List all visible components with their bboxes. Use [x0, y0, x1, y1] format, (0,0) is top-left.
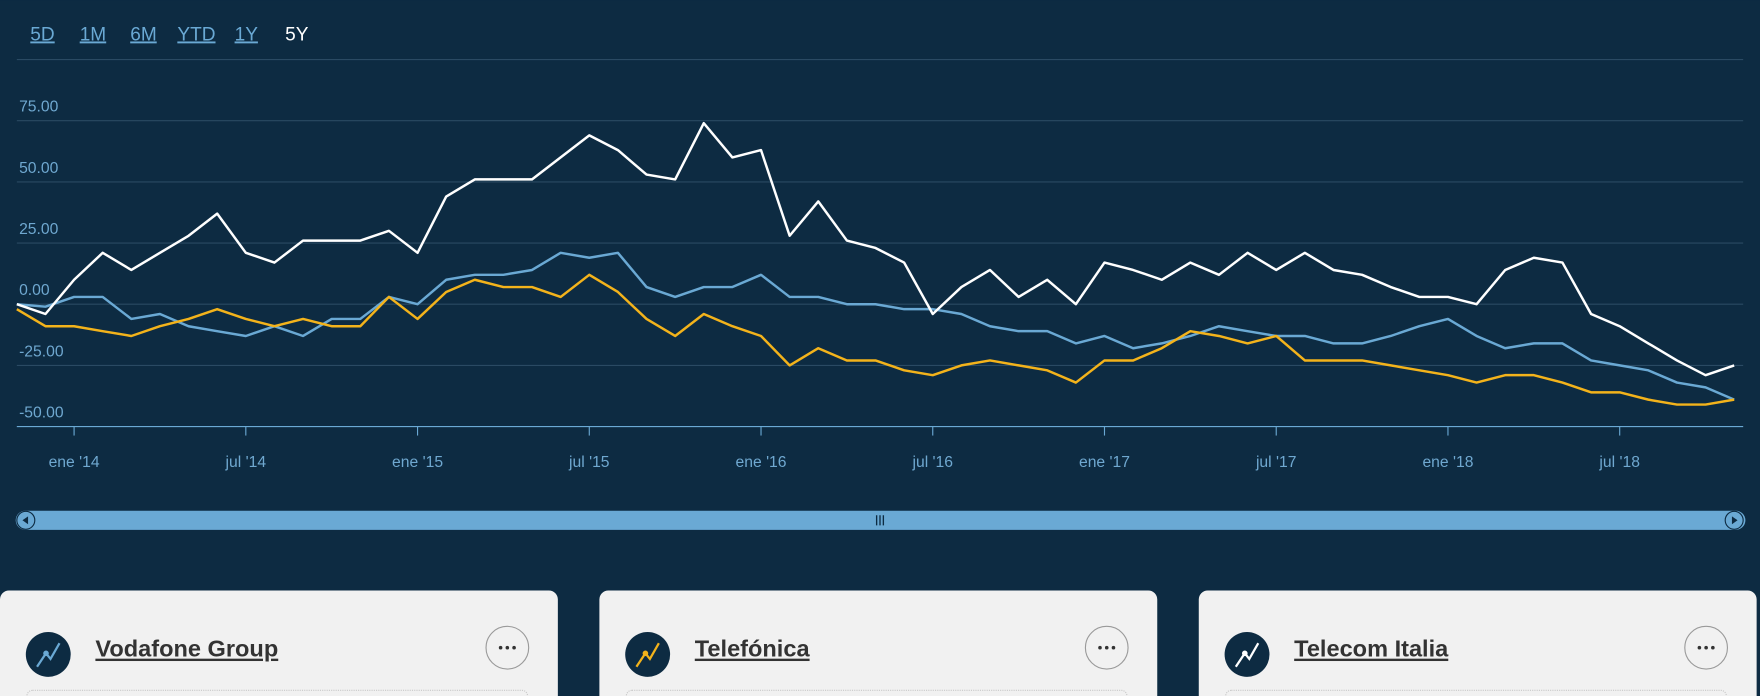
card-menu-dot: [1111, 645, 1116, 650]
y-tick-label: 75.00: [19, 99, 59, 116]
card-icon-dot: [642, 650, 649, 657]
series-line: [16, 251, 1735, 401]
card-title[interactable]: Telefónica: [695, 636, 811, 662]
x-tick-label: ene '15: [392, 454, 443, 471]
card-menu-dot: [1098, 645, 1102, 650]
y-tick-label: 25.00: [19, 221, 59, 238]
scrollbar[interactable]: [15, 510, 1746, 530]
card-body: [1198, 590, 1757, 696]
range-button[interactable]: 5D: [30, 24, 54, 45]
card-title[interactable]: Telecom Italia: [1294, 636, 1449, 662]
x-tick-label: jul '16: [911, 454, 953, 471]
x-tick-label: ene '17: [1079, 454, 1130, 471]
card-title[interactable]: Vodafone Group: [95, 636, 278, 662]
card-menu-dot: [512, 645, 516, 650]
range-button[interactable]: 1M: [80, 24, 107, 45]
card-menu-dot: [1104, 645, 1109, 650]
x-tick-label: jul '18: [1598, 454, 1640, 471]
instrument-card: Telefónica: [599, 590, 1158, 696]
card-inner-box: [26, 689, 529, 696]
range-button[interactable]: 6M: [130, 24, 157, 45]
card-inner-box: [625, 689, 1128, 696]
card-menu-dot: [1697, 645, 1702, 650]
y-tick-label: 50.00: [19, 160, 59, 177]
series-line: [16, 273, 1735, 406]
x-tick-label: ene '16: [736, 454, 787, 471]
instrument-card: Telecom Italia: [1198, 590, 1757, 696]
card-body: [599, 590, 1158, 696]
plot-area: -50.00 -25.00 0.00 25.00 50.00 75.00 ene '14 ju…: [16, 99, 1744, 471]
y-tick-label: 0.00: [19, 282, 50, 299]
card-menu-dot: [505, 645, 510, 650]
range-button[interactable]: 1Y: [235, 24, 259, 45]
x-tick-label: jul '15: [568, 454, 610, 471]
card-menu-dot: [498, 645, 503, 650]
scroll-left-arrow: [22, 516, 29, 525]
card-body: [0, 590, 558, 696]
scroll-right-arrow: [1731, 516, 1738, 525]
range-button[interactable]: YTD: [177, 24, 215, 45]
x-tick-label: ene '14: [49, 454, 100, 471]
series-line: [16, 121, 1735, 377]
card-icon-dot: [1241, 650, 1248, 657]
scroll-grip: [875, 515, 885, 526]
y-tick-label: -25.00: [19, 343, 64, 360]
x-tick-label: jul '17: [1255, 454, 1297, 471]
card-menu-dot: [1704, 645, 1708, 650]
range-button[interactable]: 5Y: [285, 24, 309, 45]
instrument-card: Vodafone Group: [0, 590, 558, 696]
card-icon-line: [36, 642, 61, 668]
y-tick-label: -50.00: [19, 405, 64, 422]
card-icon-line: [1234, 642, 1260, 668]
card-icon-line: [635, 642, 660, 668]
card-menu-dot: [1711, 645, 1715, 650]
x-tick-label: jul '14: [225, 454, 267, 471]
card-inner-box: [1225, 689, 1727, 696]
card-icon-dot: [43, 650, 49, 657]
cards: Vodafone Group Telefónica Telecom Italia: [0, 590, 1757, 696]
x-tick-label: ene '18: [1422, 454, 1473, 471]
